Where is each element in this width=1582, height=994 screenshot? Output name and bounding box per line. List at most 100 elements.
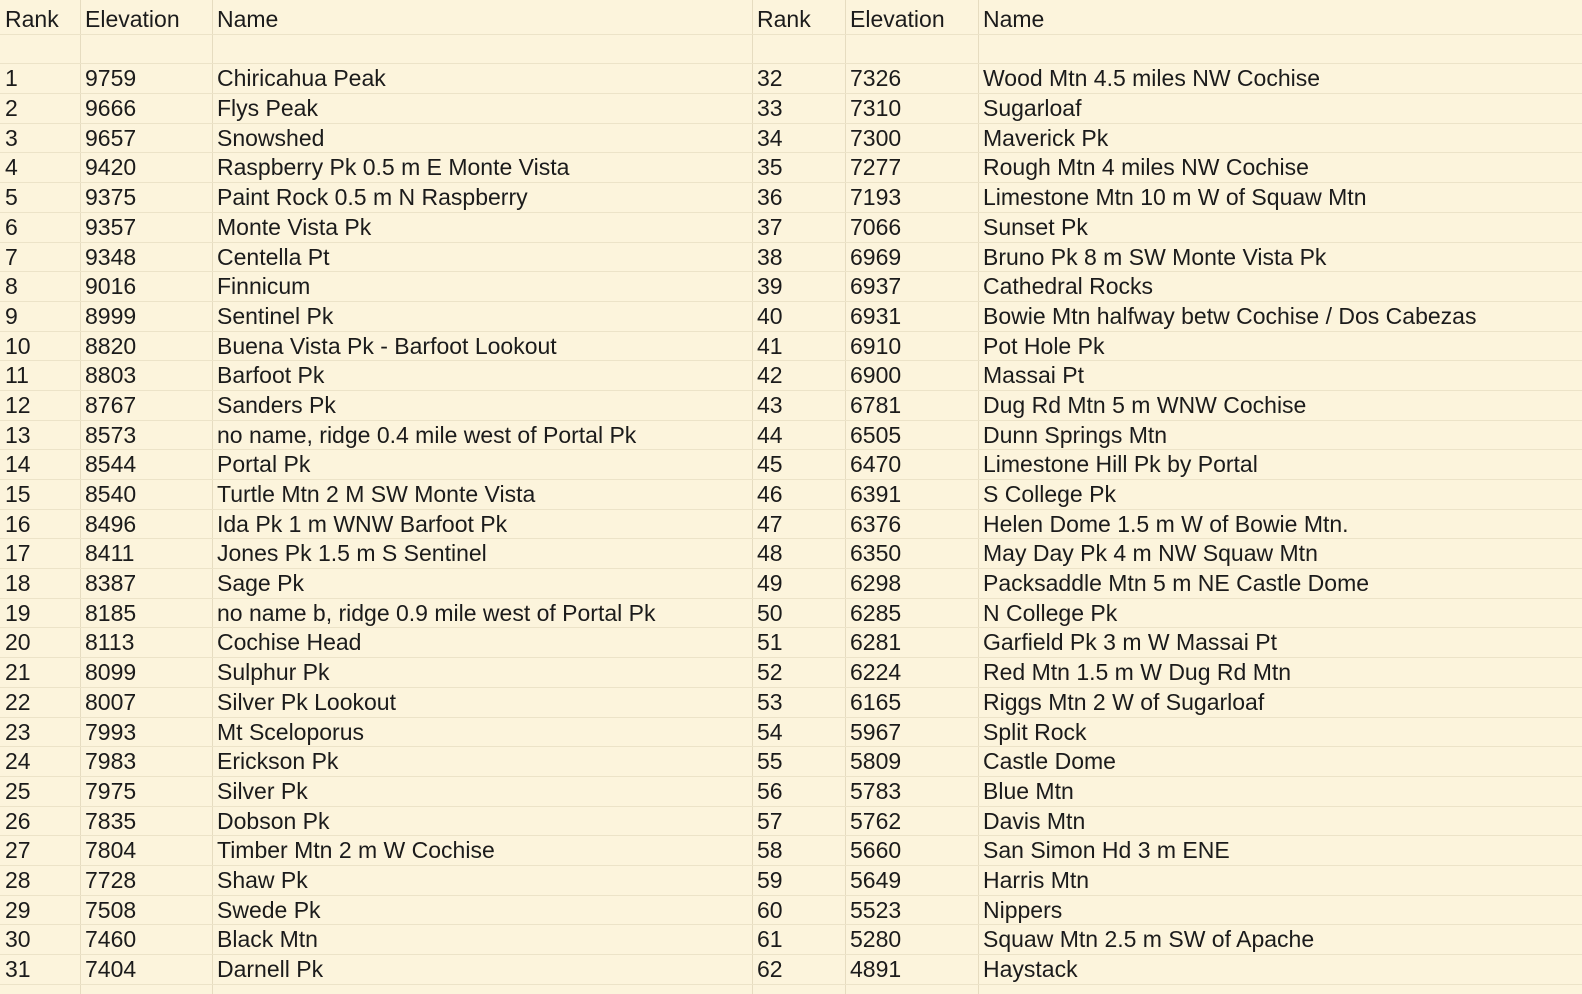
elevation-cell[interactable]: 9657 <box>85 124 137 151</box>
header-name-2[interactable]: Name <box>983 6 1045 32</box>
name-cell[interactable]: Wood Mtn 4.5 miles NW Cochise <box>983 65 1321 92</box>
name-cell[interactable]: Red Mtn 1.5 m W Dug Rd Mtn <box>983 659 1292 686</box>
rank-cell[interactable]: 29 <box>5 896 31 923</box>
name-cell[interactable]: Mt Sceloporus <box>217 718 365 745</box>
elevation-cell[interactable]: 7835 <box>85 807 137 834</box>
name-cell[interactable]: Flys Peak <box>217 95 318 122</box>
elevation-cell[interactable]: 7404 <box>85 956 137 982</box>
rank-cell[interactable]: 2 <box>5 95 18 122</box>
name-cell[interactable]: Cathedral Rocks <box>983 273 1154 300</box>
rank-cell[interactable]: 45 <box>757 451 783 478</box>
rank-cell[interactable]: 27 <box>5 837 31 864</box>
name-cell[interactable]: May Day Pk 4 m NW Squaw Mtn <box>983 540 1318 567</box>
name-cell[interactable]: Sentinel Pk <box>217 302 334 329</box>
rank-cell[interactable]: 31 <box>5 956 31 982</box>
rank-cell[interactable]: 6 <box>5 213 18 240</box>
rank-cell[interactable]: 52 <box>757 659 783 686</box>
elevation-cell[interactable]: 7277 <box>850 154 902 181</box>
elevation-cell[interactable]: 6376 <box>850 510 902 537</box>
rank-cell[interactable]: 39 <box>757 273 783 300</box>
rank-cell[interactable]: 37 <box>757 213 783 240</box>
rank-cell[interactable]: 41 <box>757 332 783 359</box>
name-cell[interactable]: Garfield Pk 3 m W Massai Pt <box>983 629 1277 656</box>
name-cell[interactable]: Finnicum <box>217 273 311 300</box>
elevation-cell[interactable]: 5523 <box>850 896 902 923</box>
name-cell[interactable]: Jones Pk 1.5 m S Sentinel <box>217 540 487 567</box>
name-cell[interactable]: Rough Mtn 4 miles NW Cochise <box>983 154 1309 181</box>
rank-cell[interactable]: 33 <box>757 95 783 122</box>
rank-cell[interactable]: 15 <box>5 481 31 507</box>
rank-cell[interactable]: 43 <box>757 391 783 418</box>
elevation-cell[interactable]: 9348 <box>85 243 137 270</box>
rank-cell[interactable]: 10 <box>5 332 31 359</box>
name-cell[interactable]: Massai Pt <box>983 362 1084 389</box>
elevation-cell[interactable]: 6900 <box>850 362 902 389</box>
rank-cell[interactable]: 49 <box>757 570 783 597</box>
elevation-cell[interactable]: 7728 <box>85 866 137 893</box>
elevation-cell[interactable]: 8496 <box>85 510 137 537</box>
name-cell[interactable]: Shaw Pk <box>217 866 308 893</box>
name-cell[interactable]: no name, ridge 0.4 mile west of Portal P… <box>217 421 637 448</box>
elevation-cell[interactable]: 6391 <box>850 481 902 507</box>
elevation-cell[interactable]: 5762 <box>850 807 902 834</box>
rank-cell[interactable]: 8 <box>5 273 18 300</box>
elevation-cell[interactable]: 8820 <box>85 332 137 359</box>
name-cell[interactable]: Riggs Mtn 2 W of Sugarloaf <box>983 688 1265 715</box>
elevation-cell[interactable]: 8573 <box>85 421 137 448</box>
elevation-cell[interactable]: 9375 <box>85 184 137 211</box>
name-cell[interactable]: Davis Mtn <box>983 807 1086 834</box>
rank-cell[interactable]: 60 <box>757 896 783 923</box>
elevation-cell[interactable]: 5783 <box>850 777 902 804</box>
name-cell[interactable]: no name b, ridge 0.9 mile west of Portal… <box>217 599 656 626</box>
elevation-cell[interactable]: 6281 <box>850 629 902 656</box>
elevation-cell[interactable]: 6969 <box>850 243 902 270</box>
header-rank-2[interactable]: Rank <box>757 6 811 32</box>
name-cell[interactable]: S College Pk <box>983 481 1116 507</box>
name-cell[interactable]: Chiricahua Peak <box>217 65 386 92</box>
name-cell[interactable]: Turtle Mtn 2 M SW Monte Vista <box>217 481 536 507</box>
rank-cell[interactable]: 30 <box>5 926 31 953</box>
rank-cell[interactable]: 32 <box>757 65 783 92</box>
elevation-cell[interactable]: 7310 <box>850 95 902 122</box>
elevation-cell[interactable]: 7066 <box>850 213 902 240</box>
name-cell[interactable]: Paint Rock 0.5 m N Raspberry <box>217 184 528 211</box>
name-cell[interactable]: Castle Dome <box>983 748 1116 775</box>
elevation-cell[interactable]: 7460 <box>85 926 137 953</box>
rank-cell[interactable]: 4 <box>5 154 18 181</box>
rank-cell[interactable]: 47 <box>757 510 783 537</box>
elevation-cell[interactable]: 8767 <box>85 391 137 418</box>
name-cell[interactable]: Barfoot Pk <box>217 362 325 389</box>
rank-cell[interactable]: 34 <box>757 124 783 151</box>
name-cell[interactable]: Silver Pk Lookout <box>217 688 396 715</box>
elevation-cell[interactable]: 7508 <box>85 896 137 923</box>
elevation-cell[interactable]: 7193 <box>850 184 902 211</box>
elevation-cell[interactable]: 7983 <box>85 748 137 775</box>
rank-cell[interactable]: 62 <box>757 956 783 982</box>
elevation-cell[interactable]: 9357 <box>85 213 137 240</box>
rank-cell[interactable]: 12 <box>5 391 31 418</box>
elevation-cell[interactable]: 8185 <box>85 599 137 626</box>
name-cell[interactable]: N College Pk <box>983 599 1118 626</box>
rank-cell[interactable]: 11 <box>5 362 29 389</box>
name-cell[interactable]: Ida Pk 1 m WNW Barfoot Pk <box>217 510 508 537</box>
name-cell[interactable]: Maverick Pk <box>983 124 1109 151</box>
elevation-cell[interactable]: 8999 <box>85 302 137 329</box>
elevation-cell[interactable]: 8387 <box>85 570 137 597</box>
elevation-cell[interactable]: 7993 <box>85 718 137 745</box>
elevation-cell[interactable]: 5967 <box>850 718 902 745</box>
name-cell[interactable]: Harris Mtn <box>983 866 1090 893</box>
name-cell[interactable]: Helen Dome 1.5 m W of Bowie Mtn. <box>983 510 1349 537</box>
rank-cell[interactable]: 58 <box>757 837 783 864</box>
elevation-cell[interactable]: 8113 <box>85 629 135 656</box>
header-rank[interactable]: Rank <box>5 6 59 32</box>
rank-cell[interactable]: 1 <box>5 65 18 92</box>
rank-cell[interactable]: 56 <box>757 777 783 804</box>
elevation-cell[interactable]: 7300 <box>850 124 902 151</box>
rank-cell[interactable]: 42 <box>757 362 783 389</box>
elevation-cell[interactable]: 9016 <box>85 273 137 300</box>
elevation-cell[interactable]: 5649 <box>850 866 902 893</box>
name-cell[interactable]: Darnell Pk <box>217 956 324 982</box>
elevation-cell[interactable]: 5660 <box>850 837 902 864</box>
elevation-cell[interactable]: 6910 <box>850 332 902 359</box>
elevation-cell[interactable]: 6781 <box>850 391 902 418</box>
